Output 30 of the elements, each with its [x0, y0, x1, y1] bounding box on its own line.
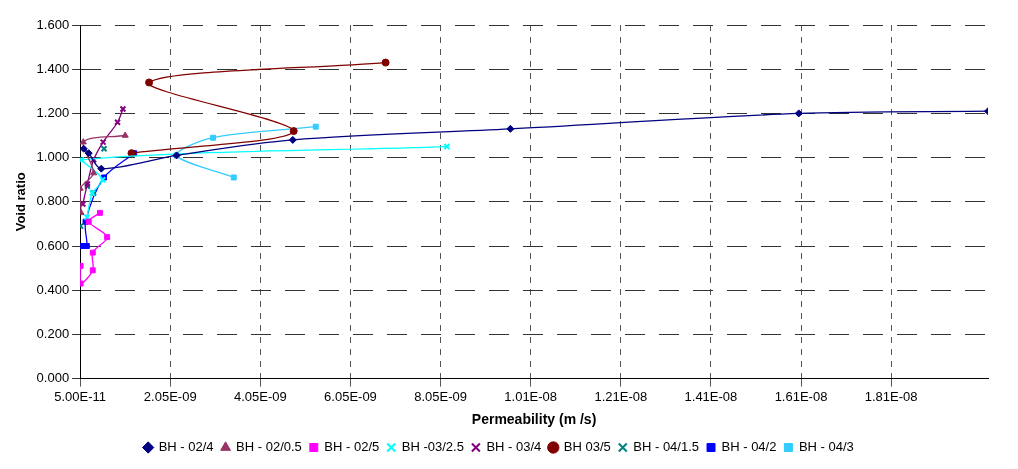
legend-label: BH - 03/4: [486, 439, 542, 455]
x-tick-label: 6.05E-09: [324, 388, 377, 404]
legend-label: BH 03/5: [563, 439, 611, 455]
x-tick-label: 1.81E-08: [864, 388, 918, 404]
x-tick-label: 2.05E-09: [143, 388, 197, 404]
x-tick-label: 8.05E-09: [414, 388, 467, 404]
legend-label: BH - 04/2: [721, 439, 777, 455]
legend-label: BH - 04/1.5: [633, 439, 700, 455]
legend-label: BH - 02/0.5: [236, 439, 302, 455]
x-axis-title: Permeability (m /s): [471, 411, 597, 428]
legend-label: BH - 04/3: [798, 439, 854, 455]
x-tick-label: 5.00E-11: [54, 388, 107, 404]
y-tick-label: 1.000: [36, 149, 70, 165]
y-tick-label: 0.400: [36, 281, 70, 297]
x-tick-label: 1.41E-08: [684, 388, 738, 404]
y-tick-label: 0.600: [36, 237, 70, 253]
y-axis-title: Void ratio: [13, 172, 29, 232]
y-tick-label: 1.200: [36, 104, 70, 120]
legend-label: BH - 02/5: [324, 439, 380, 455]
x-tick-label: 1.01E-08: [504, 388, 558, 404]
y-tick-label: 0.800: [36, 193, 70, 209]
y-tick-label: 0.000: [36, 370, 70, 386]
x-tick-label: 1.21E-08: [594, 388, 648, 404]
x-tick-label: 1.61E-08: [774, 388, 828, 404]
y-tick-label: 0.200: [36, 325, 70, 341]
legend-label: BH -03/2.5: [401, 439, 464, 455]
y-tick-label: 1.600: [36, 16, 70, 32]
y-tick-label: 1.400: [36, 60, 70, 76]
legend-label: BH - 02/4: [158, 439, 214, 455]
x-tick-label: 4.05E-09: [233, 388, 287, 404]
